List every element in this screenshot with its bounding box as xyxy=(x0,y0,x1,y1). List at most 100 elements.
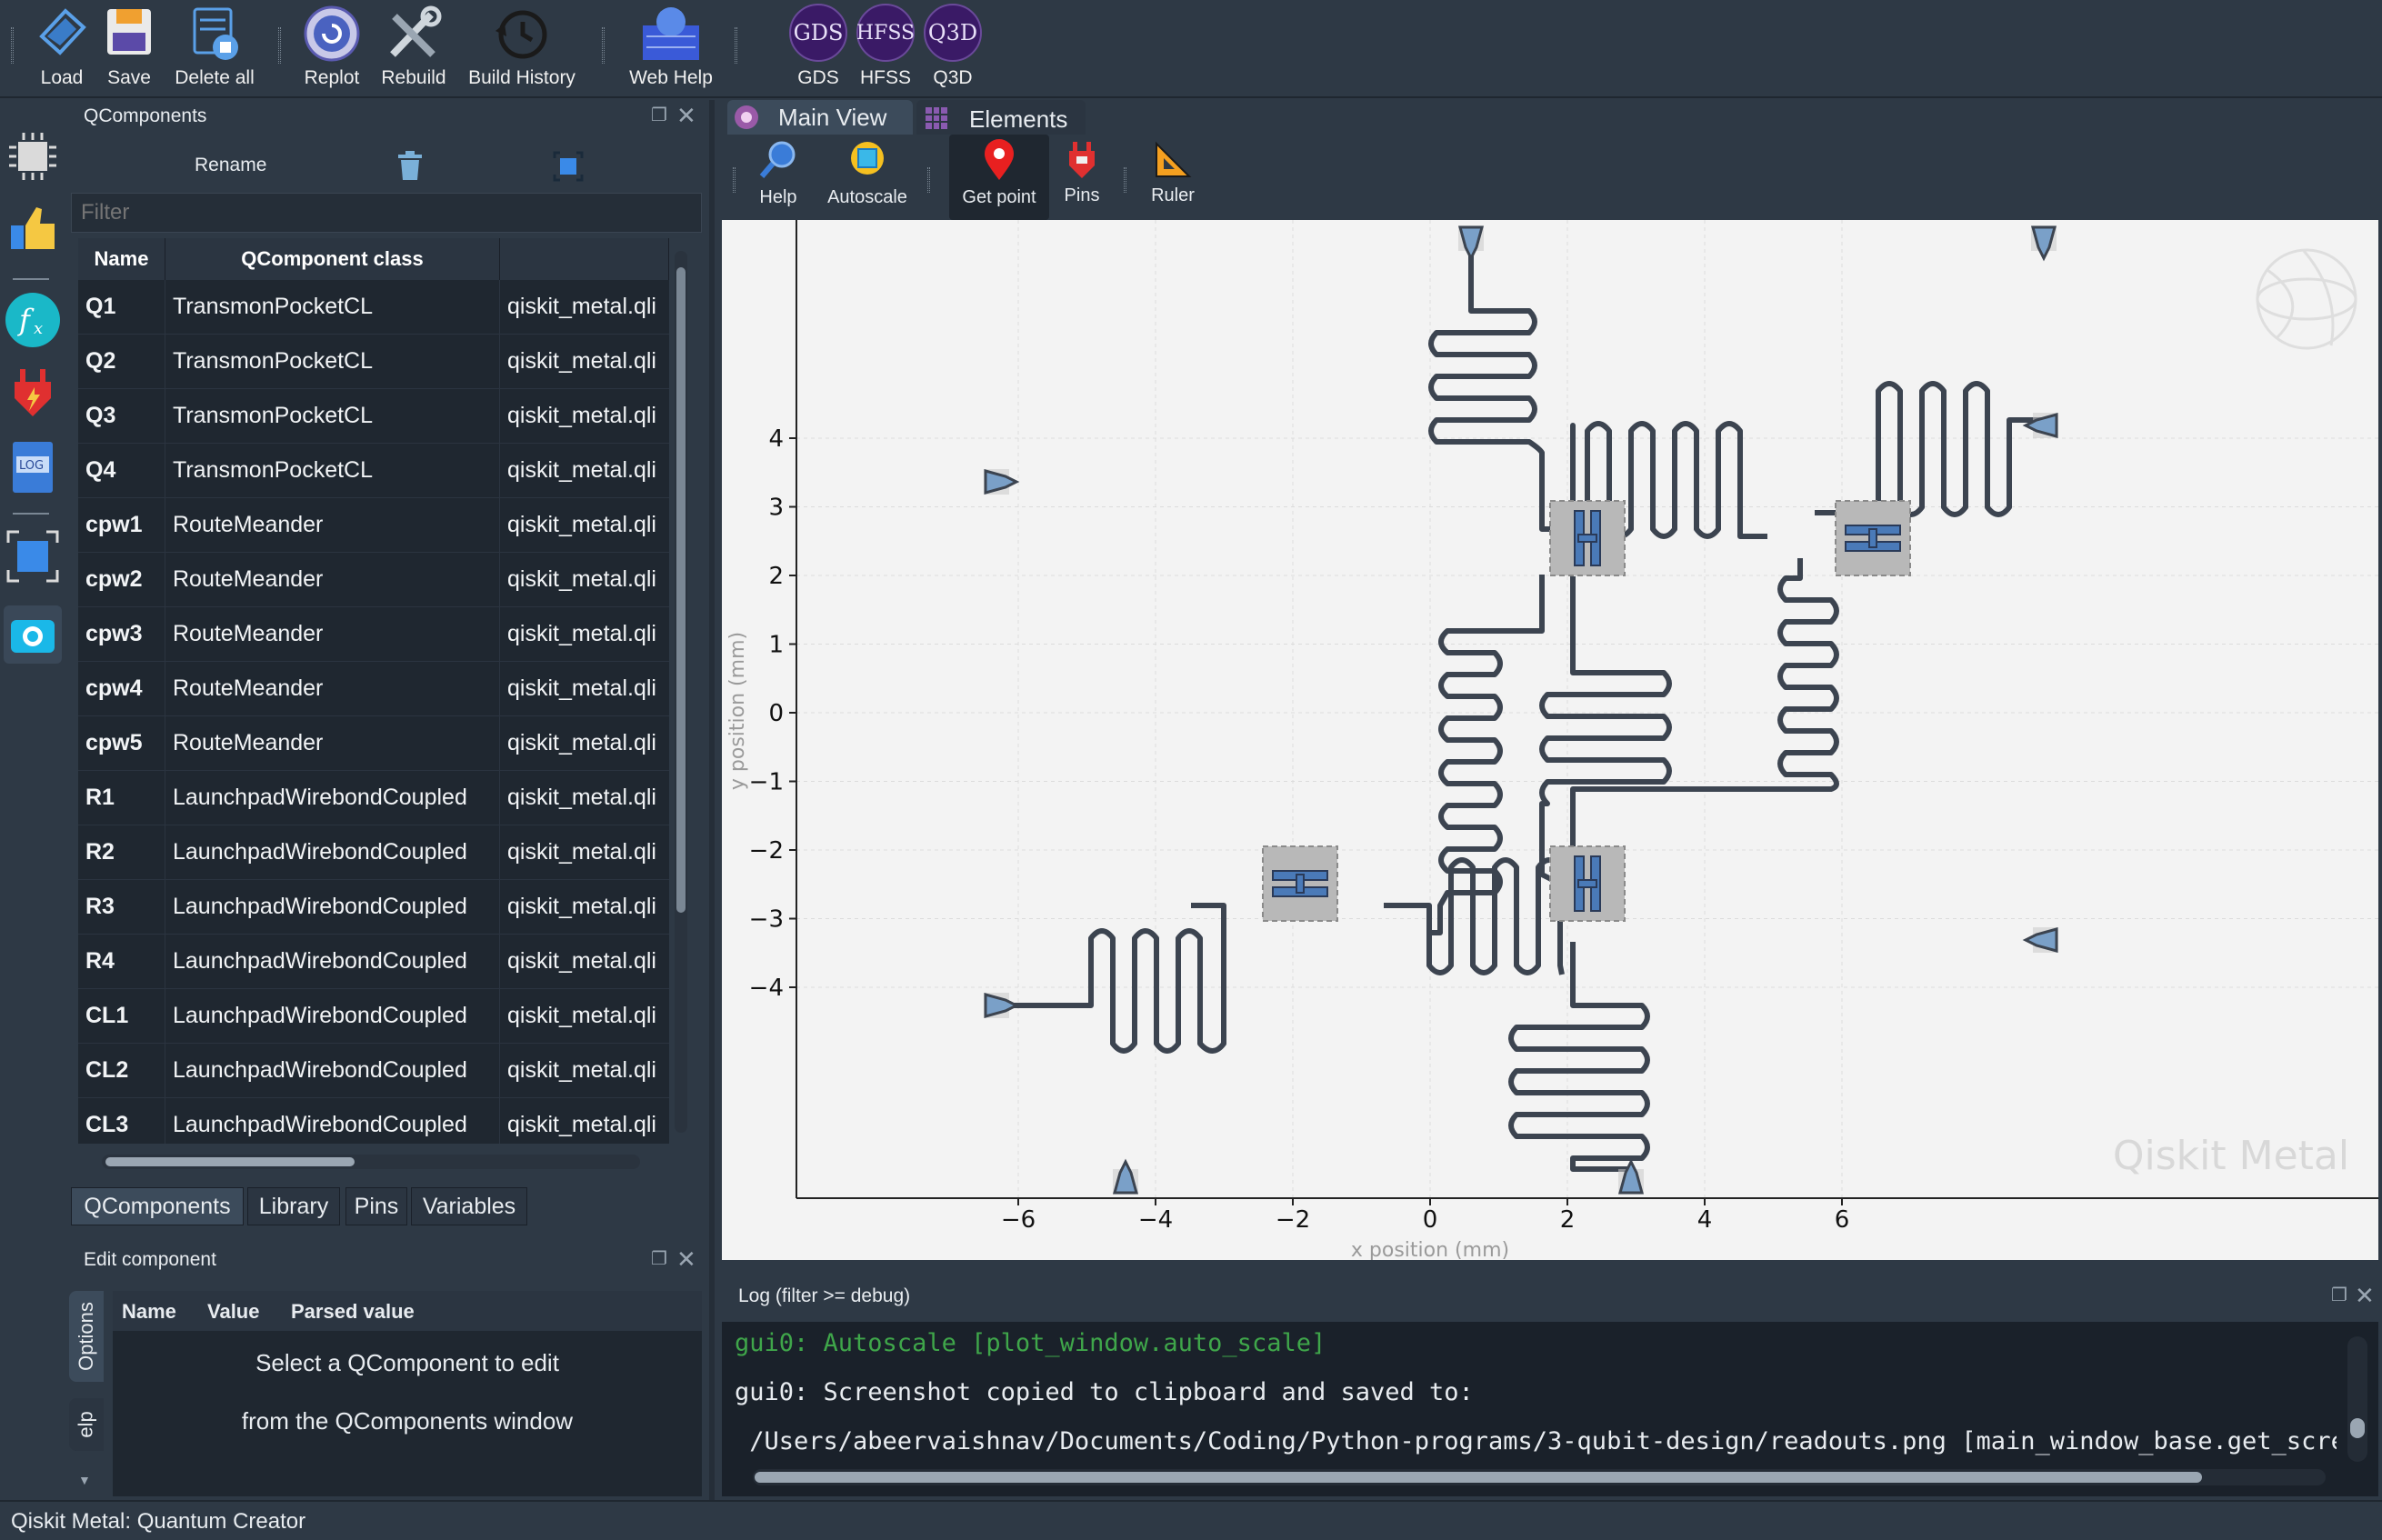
table-cell-mod: qiskit_metal.qli xyxy=(500,1044,669,1098)
left-tool-strip: f x LOG xyxy=(0,100,65,1500)
scrollbar-thumb[interactable] xyxy=(105,1157,355,1166)
scrollbar-thumb[interactable] xyxy=(755,1472,2202,1483)
table-horizontal-scrollbar[interactable] xyxy=(102,1155,640,1169)
table-vertical-scrollbar[interactable] xyxy=(675,251,687,1133)
tab-elements[interactable]: Elements xyxy=(916,100,1086,135)
delete-component-button[interactable] xyxy=(396,151,424,187)
float-panel-icon[interactable]: ❐ xyxy=(2331,1285,2347,1305)
tab-library[interactable]: Library xyxy=(247,1187,340,1225)
scrollbar-thumb[interactable] xyxy=(676,267,686,913)
launchpad[interactable] xyxy=(1458,225,1484,262)
table-row[interactable]: cpw1 RouteMeander qiskit_metal.qli xyxy=(78,498,669,553)
scroll-down-arrow-icon[interactable]: ▼ xyxy=(78,1473,91,1487)
y-tick-label: 0 xyxy=(768,700,784,727)
qubit-pocket[interactable] xyxy=(1262,845,1338,922)
autoscale-icon xyxy=(851,142,884,175)
table-row[interactable]: CL2 LaunchpadWirebondCoupled qiskit_metal.… xyxy=(78,1044,669,1098)
launchpad[interactable] xyxy=(2022,413,2058,438)
get-point-button[interactable]: Get point xyxy=(949,135,1049,220)
thumbs-up-button[interactable] xyxy=(4,198,62,256)
log-horizontal-scrollbar[interactable] xyxy=(753,1469,2326,1485)
qcomponents-table: Name QComponent class Q1 TransmonPocketCL… xyxy=(78,238,669,1144)
log-panel: Log (filter >= debug) ❐ ✕ gui0: Autoscal… xyxy=(722,1280,2378,1498)
table-row[interactable]: CL1 LaunchpadWirebondCoupled qiskit_metal.… xyxy=(78,989,669,1044)
replot-button[interactable]: Replot xyxy=(302,0,362,98)
ruler-button[interactable]: Ruler xyxy=(1146,140,1200,216)
chip-button[interactable] xyxy=(4,127,62,185)
build-history-button[interactable]: Build History xyxy=(465,0,578,98)
tab-variables[interactable]: Variables xyxy=(411,1187,527,1225)
design-plot-canvas[interactable]: −6 −4 −2 0 2 4 6 4 3 2 1 0 −1 −2 −3 −4 x position (mm)… xyxy=(722,220,2378,1262)
plot-help-button[interactable]: Help xyxy=(755,140,802,216)
save-button[interactable]: Save xyxy=(100,0,158,98)
web-help-button[interactable]: Web Help xyxy=(627,0,715,98)
table-row[interactable]: Q2 TransmonPocketCL qiskit_metal.qli xyxy=(78,335,669,389)
launchpad[interactable] xyxy=(984,469,1020,495)
tab-options[interactable]: Options xyxy=(69,1291,104,1382)
delete-all-button[interactable]: Delete all xyxy=(169,0,260,98)
layout-plot[interactable]: −6 −4 −2 0 2 4 6 4 3 2 1 0 −1 −2 −3 −4 x position (mm)… xyxy=(722,220,2378,1262)
table-row[interactable]: CL3 LaunchpadWirebondCoupled qiskit_metal.… xyxy=(78,1098,669,1144)
table-row[interactable]: R4 LaunchpadWirebondCoupled qiskit_metal.q… xyxy=(78,935,669,989)
launchpad[interactable] xyxy=(984,993,1020,1018)
launchpad[interactable] xyxy=(2031,225,2057,262)
close-panel-icon[interactable]: ✕ xyxy=(2355,1282,2375,1309)
table-row[interactable]: cpw2 RouteMeander qiskit_metal.qli xyxy=(78,553,669,607)
qubit-pocket[interactable] xyxy=(1549,500,1626,576)
rebuild-button[interactable]: Rebuild xyxy=(380,0,447,98)
filter-input[interactable] xyxy=(71,193,702,233)
launchpad[interactable] xyxy=(1113,1158,1138,1195)
tab-main-view[interactable]: Main View xyxy=(727,100,913,135)
tab-qcomponents[interactable]: QComponents xyxy=(71,1187,244,1225)
table-row[interactable]: cpw4 RouteMeander qiskit_metal.qli xyxy=(78,662,669,716)
gds-button[interactable]: GDS GDS xyxy=(787,0,849,98)
close-panel-icon[interactable]: ✕ xyxy=(676,102,696,129)
tab-help[interactable]: elp xyxy=(69,1398,104,1451)
table-row[interactable]: Q3 TransmonPocketCL qiskit_metal.qli xyxy=(78,389,669,444)
column-header-parsed-value[interactable]: Parsed value xyxy=(291,1300,415,1323)
column-header-name[interactable]: Name xyxy=(122,1300,176,1323)
table-row[interactable]: Q4 TransmonPocketCL qiskit_metal.qli xyxy=(78,444,669,498)
column-header-value[interactable]: Value xyxy=(207,1300,260,1323)
plugin-button[interactable] xyxy=(4,364,62,422)
pins-button[interactable]: Pins xyxy=(1058,140,1106,216)
table-row[interactable]: Q1 TransmonPocketCL qiskit_metal.qli xyxy=(78,280,669,335)
log-vertical-scrollbar[interactable] xyxy=(2347,1336,2367,1462)
column-header-class[interactable]: QComponent class xyxy=(165,238,500,280)
float-panel-icon[interactable]: ❐ xyxy=(651,105,667,125)
table-cell-name: Q1 xyxy=(78,280,165,335)
table-cell-cls: RouteMeander xyxy=(165,716,500,771)
panel-splitter[interactable] xyxy=(709,100,715,1500)
table-row[interactable]: cpw5 RouteMeander qiskit_metal.qli xyxy=(78,716,669,771)
y-tick-label: 4 xyxy=(768,425,784,453)
hfss-button[interactable]: HFSS HFSS xyxy=(855,0,916,98)
tab-pins[interactable]: Pins xyxy=(345,1187,407,1225)
load-button[interactable]: Load xyxy=(33,0,91,98)
scrollbar-thumb[interactable] xyxy=(2350,1418,2365,1438)
screenshot-button[interactable] xyxy=(4,605,62,664)
log-output[interactable]: gui0: Autoscale [plot_window.auto_scale]… xyxy=(722,1322,2378,1496)
route-cpw-q4-bottom xyxy=(1508,942,1650,1187)
table-row[interactable]: R3 LaunchpadWirebondCoupled qiskit_metal.q… xyxy=(78,880,669,935)
fit-view-button[interactable] xyxy=(4,527,62,585)
select-component-button[interactable] xyxy=(553,151,584,187)
rename-button[interactable]: Rename xyxy=(195,155,267,175)
close-panel-icon[interactable]: ✕ xyxy=(676,1245,696,1273)
function-button[interactable]: f x xyxy=(4,291,62,349)
launchpad[interactable] xyxy=(1618,1158,1644,1195)
column-header-name[interactable]: Name xyxy=(78,238,165,280)
launchpad[interactable] xyxy=(2022,927,2058,953)
table-row[interactable]: R2 LaunchpadWirebondCoupled qiskit_metal.q… xyxy=(78,825,669,880)
qubit-pocket[interactable] xyxy=(1835,500,1911,576)
float-panel-icon[interactable]: ❐ xyxy=(651,1249,667,1269)
autoscale-button[interactable]: Autoscale xyxy=(820,140,915,216)
column-header-module[interactable] xyxy=(500,238,669,280)
qubit-pocket[interactable] xyxy=(1549,845,1626,922)
chip-icon xyxy=(9,133,56,180)
table-row[interactable]: cpw3 RouteMeander qiskit_metal.qli xyxy=(78,607,669,662)
q3d-button[interactable]: Q3D Q3D xyxy=(922,0,984,98)
main-toolbar: Load Save Delete all Replot xyxy=(0,0,2382,98)
log-button[interactable]: LOG xyxy=(4,438,62,496)
table-row[interactable]: R1 LaunchpadWirebondCoupled qiskit_metal.q… xyxy=(78,771,669,825)
table-cell-name: CL1 xyxy=(78,989,165,1044)
